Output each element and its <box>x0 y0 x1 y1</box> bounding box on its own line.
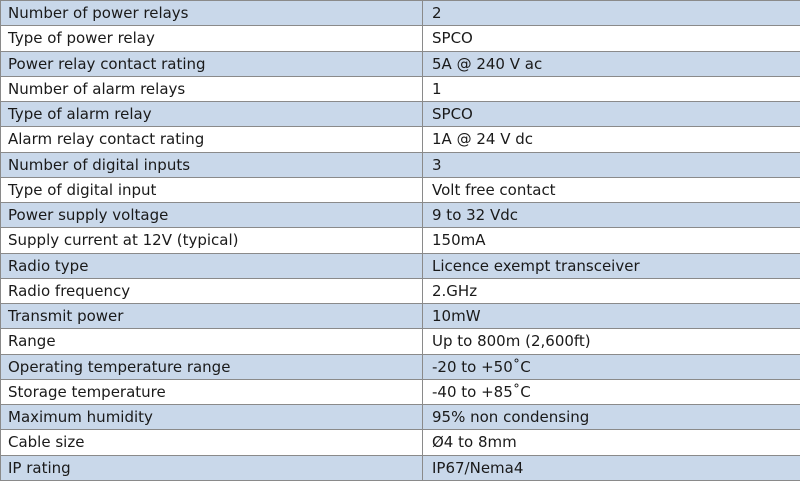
table-row: Number of alarm relays 1 <box>0 75 800 103</box>
spec-label: Storage temperature <box>0 378 423 406</box>
spec-label: Cable size <box>0 429 423 456</box>
spec-value: Volt free contact <box>422 176 800 204</box>
table-row: Cable size Ø4 to 8mm <box>0 429 800 456</box>
spec-value: -40 to +85˚C <box>422 378 800 406</box>
spec-label: Type of digital input <box>0 176 423 204</box>
table-row: Operating temperature range -20 to +50˚C <box>0 353 800 380</box>
spec-value: 1 <box>422 75 800 103</box>
spec-value: 95% non condensing <box>422 403 800 431</box>
spec-label: Operating temperature range <box>0 353 423 380</box>
spec-label: Radio type <box>0 252 423 279</box>
spec-label: Radio frequency <box>0 277 423 305</box>
spec-label: Number of power relays <box>0 0 423 27</box>
spec-label: Alarm relay contact rating <box>0 126 423 153</box>
table-row: Power supply voltage 9 to 32 Vdc <box>0 201 800 229</box>
spec-value: Ø4 to 8mm <box>422 429 800 456</box>
table-row: Type of digital input Volt free contact <box>0 176 800 204</box>
spec-value: 5A @ 240 V ac <box>422 50 800 77</box>
table-row: Maximum humidity 95% non condensing <box>0 403 800 431</box>
spec-value: 2.GHz <box>422 277 800 305</box>
spec-value: 9 to 32 Vdc <box>422 201 800 229</box>
table-row: Alarm relay contact rating 1A @ 24 V dc <box>0 126 800 153</box>
table-row: Power relay contact rating 5A @ 240 V ac <box>0 50 800 77</box>
spec-label: Range <box>0 328 423 355</box>
table-row: Storage temperature -40 to +85˚C <box>0 378 800 406</box>
spec-value: 10mW <box>422 302 800 330</box>
spec-value: 150mA <box>422 227 800 254</box>
spec-value: SPCO <box>422 100 800 128</box>
table-row: Number of power relays 2 <box>0 0 800 27</box>
spec-label: Number of digital inputs <box>0 151 423 178</box>
table-row: IP rating IP67/Nema4 <box>0 454 800 481</box>
spec-label: Number of alarm relays <box>0 75 423 103</box>
spec-value: Licence exempt transceiver <box>422 252 800 279</box>
table-row: Supply current at 12V (typical) 150mA <box>0 227 800 254</box>
spec-value: 1A @ 24 V dc <box>422 126 800 153</box>
spec-label: IP rating <box>0 454 423 481</box>
table-row: Number of digital inputs 3 <box>0 151 800 178</box>
table-row: Radio type Licence exempt transceiver <box>0 252 800 279</box>
spec-label: Transmit power <box>0 302 423 330</box>
spec-label: Power relay contact rating <box>0 50 423 77</box>
spec-value: 2 <box>422 0 800 27</box>
table-row: Transmit power 10mW <box>0 302 800 330</box>
spec-label: Power supply voltage <box>0 201 423 229</box>
table-row: Radio frequency 2.GHz <box>0 277 800 305</box>
spec-value: -20 to +50˚C <box>422 353 800 380</box>
table-row: Range Up to 800m (2,600ft) <box>0 328 800 355</box>
spec-label: Supply current at 12V (typical) <box>0 227 423 254</box>
table-row: Type of alarm relay SPCO <box>0 100 800 128</box>
spec-label: Type of power relay <box>0 25 423 52</box>
spec-label: Maximum humidity <box>0 403 423 431</box>
spec-value: IP67/Nema4 <box>422 454 800 481</box>
table-row: Type of power relay SPCO <box>0 25 800 52</box>
spec-label: Type of alarm relay <box>0 100 423 128</box>
spec-value: 3 <box>422 151 800 178</box>
spec-value: SPCO <box>422 25 800 52</box>
spec-value: Up to 800m (2,600ft) <box>422 328 800 355</box>
